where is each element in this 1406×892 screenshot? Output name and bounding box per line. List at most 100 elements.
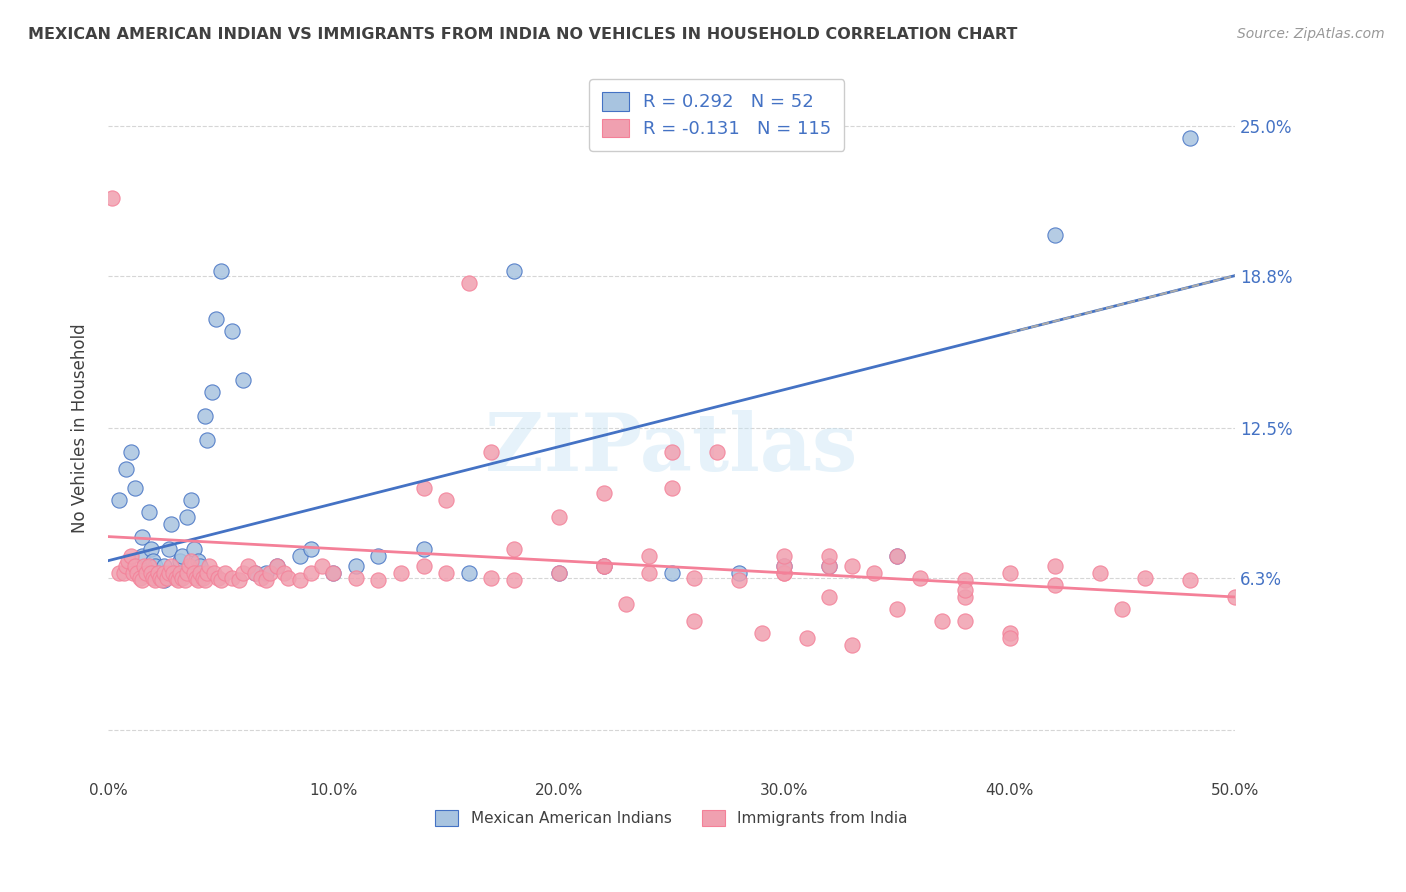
Point [221,571,243,585]
Point [266,558,288,573]
Point [547,566,569,580]
Text: Source: ZipAtlas.com: Source: ZipAtlas.com [1237,27,1385,41]
Point [135,566,157,580]
Point [344,558,367,573]
Point [232,566,254,580]
Point [138,505,160,519]
Point [931,614,953,628]
Point [128,571,150,585]
Point [953,614,976,628]
Point [638,549,661,563]
Point [299,566,322,580]
Point [1223,590,1246,604]
Point [661,566,683,580]
Point [502,573,524,587]
Point [886,549,908,563]
Point [250,571,273,585]
Point [479,571,502,585]
Point [143,573,166,587]
Point [131,573,153,587]
Point [841,558,863,573]
Point [1111,602,1133,616]
Point [479,445,502,459]
Point [146,566,169,580]
Y-axis label: No Vehicles in Household: No Vehicles in Household [72,323,89,533]
Point [153,558,176,573]
Point [818,590,841,604]
Point [176,566,198,580]
Point [259,566,281,580]
Point [322,566,344,580]
Point [998,631,1021,645]
Point [886,602,908,616]
Point [593,558,616,573]
Point [157,566,180,580]
Text: ZIPatlas: ZIPatlas [485,409,858,488]
Point [131,549,153,563]
Point [228,573,250,587]
Point [176,510,198,524]
Point [153,573,176,587]
Point [169,566,191,580]
Point [863,566,886,580]
Point [117,554,139,568]
Point [124,558,146,573]
Point [773,566,796,580]
Point [322,566,344,580]
Point [149,571,172,585]
Point [112,566,135,580]
Point [187,573,209,587]
Point [194,573,217,587]
Point [232,372,254,386]
Point [254,566,277,580]
Point [108,566,131,580]
Point [412,541,434,556]
Point [908,571,931,585]
Point [344,571,367,585]
Point [367,573,389,587]
Point [120,549,142,563]
Point [194,409,217,423]
Point [593,486,616,500]
Point [150,573,173,587]
Point [143,558,166,573]
Point [773,549,796,563]
Point [1043,558,1066,573]
Point [502,264,524,278]
Point [299,541,322,556]
Point [434,493,457,508]
Point [683,571,706,585]
Point [841,638,863,652]
Point [311,558,333,573]
Point [162,566,184,580]
Point [953,590,976,604]
Point [661,481,683,495]
Point [184,571,207,585]
Point [728,566,751,580]
Point [434,566,457,580]
Point [683,614,706,628]
Point [412,481,434,495]
Point [172,549,194,563]
Point [209,264,232,278]
Point [172,571,194,585]
Point [638,566,661,580]
Point [142,554,165,568]
Point [173,573,195,587]
Point [149,571,172,585]
Point [183,566,205,580]
Point [547,510,569,524]
Point [157,541,180,556]
Point [221,324,243,338]
Point [886,549,908,563]
Point [183,541,205,556]
Point [1043,578,1066,592]
Point [273,566,295,580]
Point [146,566,169,580]
Point [180,554,202,568]
Point [593,558,616,573]
Point [616,597,638,611]
Point [198,558,221,573]
Legend: Mexican American Indians, Immigrants from India: Mexican American Indians, Immigrants fro… [427,803,915,834]
Point [593,558,616,573]
